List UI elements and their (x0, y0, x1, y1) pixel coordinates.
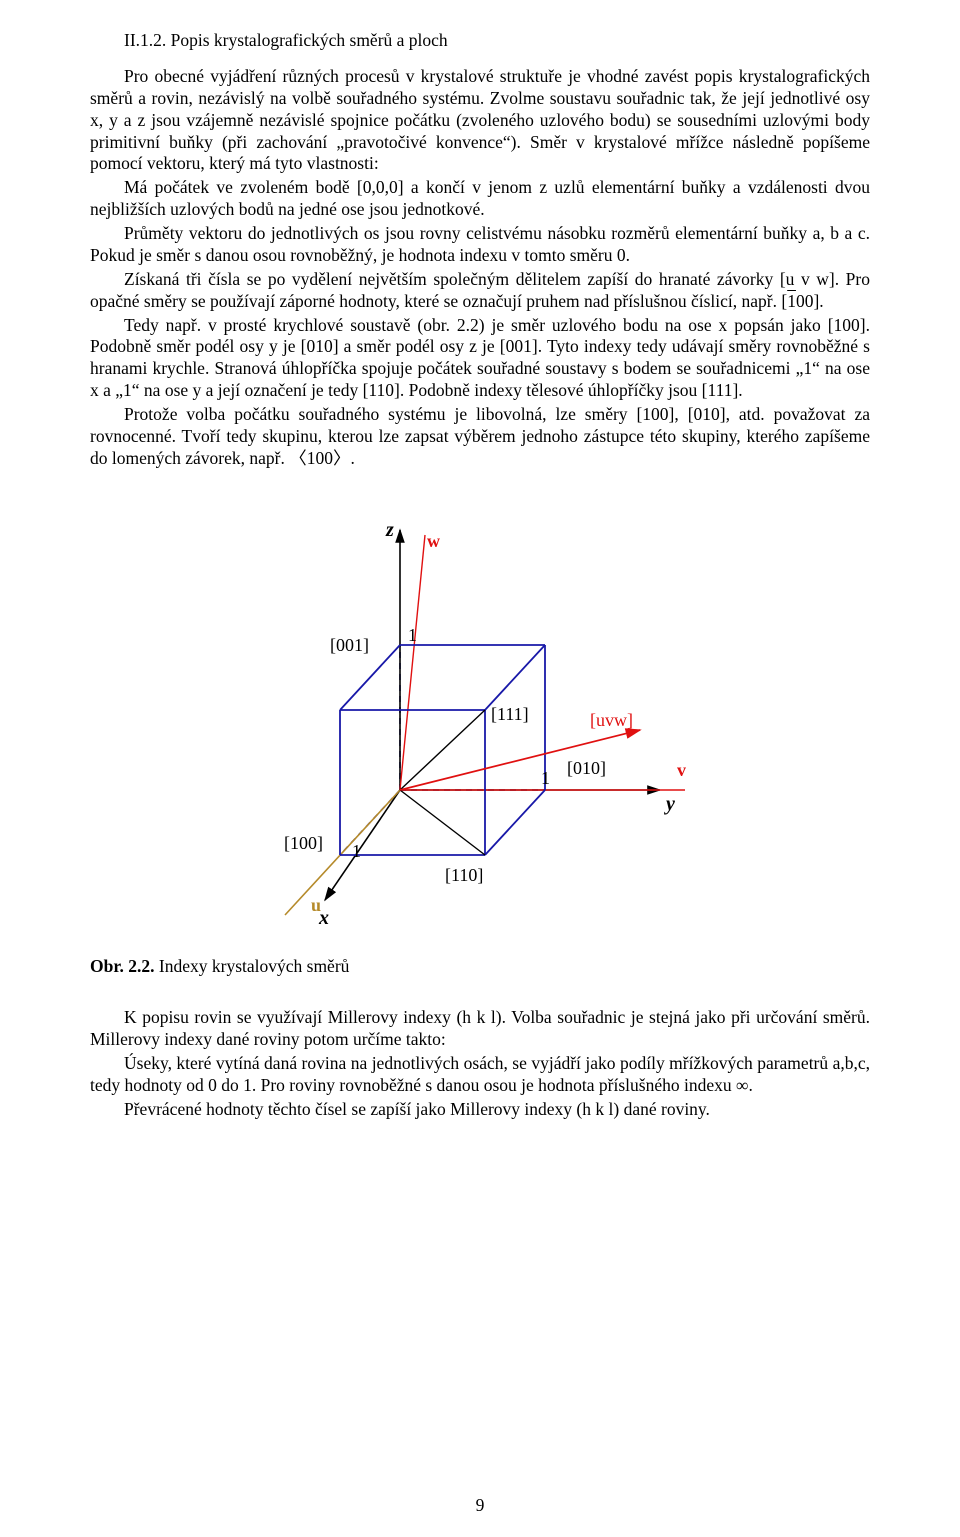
svg-text:1: 1 (541, 768, 550, 788)
para-1: Pro obecné vyjádření různých procesů v k… (90, 66, 870, 175)
svg-text:z: z (385, 519, 394, 541)
figure-svg: zwyvxu111[001][111][010][100][110][uvw] (230, 500, 730, 930)
svg-text:[110]: [110] (445, 865, 483, 885)
svg-text:u: u (311, 895, 321, 915)
para-5: Tedy např. v prosté krychlové soustavě (… (90, 315, 870, 403)
svg-text:1: 1 (408, 625, 417, 645)
svg-text:[010]: [010] (567, 758, 606, 778)
svg-text:[111]: [111] (491, 704, 529, 724)
para-6: Protože volba počátku souřadného systému… (90, 404, 870, 470)
para-2: Má počátek ve zvoleném bodě [0,0,0] a ko… (90, 177, 870, 221)
para-7: K popisu rovin se využívají Millerovy in… (90, 1007, 870, 1051)
figure-caption-num: Obr. 2.2. (90, 956, 155, 976)
para-3: Průměty vektoru do jednotlivých os jsou … (90, 223, 870, 267)
svg-text:w: w (427, 531, 440, 551)
overbar-digit: 1 (787, 291, 796, 311)
figure-caption-text: Indexy krystalových směrů (155, 956, 350, 976)
figure-2-2: zwyvxu111[001][111][010][100][110][uvw] (90, 500, 870, 936)
svg-text:y: y (664, 793, 675, 815)
svg-text:v: v (677, 760, 686, 780)
svg-text:1: 1 (352, 841, 361, 861)
svg-text:[100]: [100] (284, 833, 323, 853)
para-4-b: . (819, 291, 823, 311)
section-heading: II.1.2. Popis krystalografických směrů a… (90, 30, 870, 52)
para-4-a: Získaná tři čísla se po vydělení největš… (90, 269, 870, 311)
page: II.1.2. Popis krystalografických směrů a… (0, 0, 960, 1537)
page-number: 9 (0, 1495, 960, 1517)
para-9: Převrácené hodnoty těchto čísel se zapíš… (90, 1099, 870, 1121)
overbar-expr: [100] (781, 291, 819, 311)
svg-text:[uvw]: [uvw] (590, 710, 633, 730)
para-8: Úseky, které vytíná daná rovina na jedno… (90, 1053, 870, 1097)
figure-caption: Obr. 2.2. Indexy krystalových směrů (90, 956, 870, 978)
overbar-rest: 00] (796, 291, 819, 311)
svg-text:[001]: [001] (330, 635, 369, 655)
para-4: Získaná tři čísla se po vydělení největš… (90, 269, 870, 313)
